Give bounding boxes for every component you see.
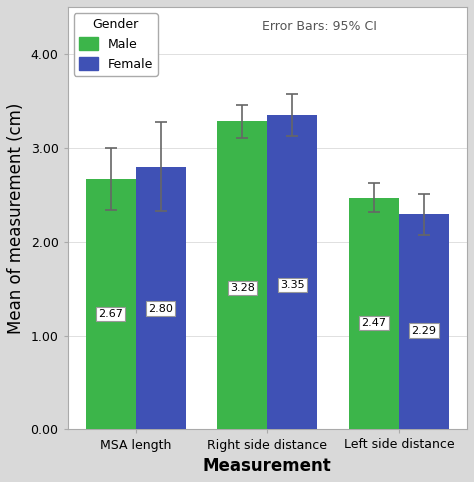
X-axis label: Measurement: Measurement [203,457,332,475]
Bar [136,167,186,429]
Text: 2.67: 2.67 [98,309,123,319]
Text: 2.47: 2.47 [361,318,386,328]
Legend: Male, Female: Male, Female [74,13,158,76]
Bar [399,214,449,429]
Text: 2.80: 2.80 [148,304,173,313]
Y-axis label: Mean of measurement (cm): Mean of measurement (cm) [7,103,25,334]
Text: 2.29: 2.29 [411,325,437,335]
Bar [217,121,267,429]
Bar [349,198,399,429]
Text: Error Bars: 95% CI: Error Bars: 95% CI [262,20,377,33]
Text: 3.35: 3.35 [280,280,305,290]
Text: 3.28: 3.28 [230,283,255,293]
Bar [267,115,317,429]
Bar [86,179,136,429]
